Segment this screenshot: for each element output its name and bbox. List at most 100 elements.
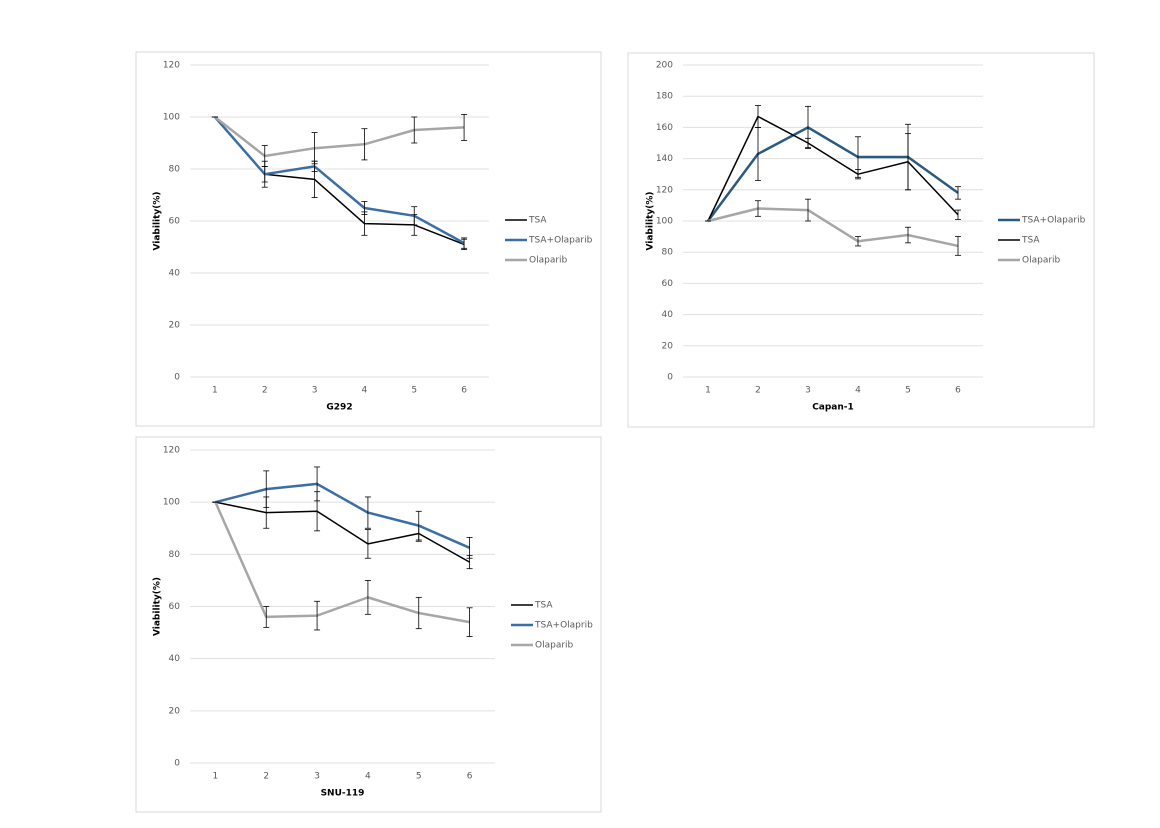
x-axis-title: SNU-119 [321,789,365,799]
y-tick-label: 100 [656,217,673,227]
y-tick-label: 100 [163,113,180,123]
legend-label: TSA [1021,236,1040,246]
x-tick-label: 6 [461,386,467,396]
error-bar [314,600,321,631]
y-tick-label: 200 [656,61,673,71]
error-bar [905,226,911,244]
legend-label: TSA+Olaparib [528,236,593,246]
error-bar [364,580,371,615]
y-tick-label: 160 [656,123,673,133]
y-axis-title: Viability(%) [646,191,656,250]
y-tick-label: 20 [169,321,181,331]
error-bar [755,200,761,217]
series-line [215,482,471,549]
x-tick-label: 5 [416,772,422,782]
y-tick-label: 40 [662,310,674,320]
series-line [215,501,470,563]
error-bar [955,209,961,220]
error-bar [755,105,761,128]
error-bar [263,606,270,628]
error-bar [364,496,371,529]
x-tick-label: 1 [213,772,219,782]
error-bar [415,510,422,541]
x-tick-label: 6 [467,772,473,782]
series-line [706,126,959,222]
chart-panel: 0 20 40 60 80 100 120 140 160 180 200 1 2 3 4 5 6 Capan-1… [627,52,1095,428]
y-tick-label: 120 [163,61,180,71]
y-tick-label: 0 [174,373,180,383]
series-line [707,207,959,248]
error-bar [411,206,418,226]
error-bar [364,529,371,559]
error-bar [466,607,473,637]
x-tick-label: 3 [805,386,811,396]
y-tick-label: 60 [662,279,674,289]
error-bar [263,470,270,508]
x-tick-label: 2 [262,386,268,396]
x-tick-label: 5 [905,386,911,396]
y-tick-label: 80 [169,165,181,175]
error-bar [411,116,418,144]
error-bar [461,114,468,141]
series-line [707,115,959,222]
x-tick-label: 6 [955,386,961,396]
error-bar [461,237,468,249]
error-bar [805,137,811,149]
error-bar [905,133,911,191]
error-bar [314,466,321,502]
y-tick-label: 40 [169,269,181,279]
legend-label: TSA [534,601,553,611]
y-tick-label: 100 [163,498,180,508]
error-bar [955,186,961,200]
error-bar [261,145,268,167]
x-tick-label: 3 [312,386,318,396]
y-tick-label: 20 [662,341,674,351]
y-tick-label: 120 [656,185,673,195]
legend-label: TSA+Olaparib [1021,216,1086,226]
y-tick-label: 60 [169,602,181,612]
y-tick-label: 180 [656,92,673,102]
x-tick-label: 4 [362,386,368,396]
y-tick-label: 0 [174,759,180,769]
legend-label: TSA [528,216,547,226]
panel-border [627,52,1095,428]
y-axis-title: Viability(%) [153,577,163,636]
x-tick-label: 1 [212,386,218,396]
y-tick-label: 80 [662,248,674,258]
chart-panel: 0 20 40 60 80 100 120 1 2 3 4 5 6 SNU-119 Viability(%)… [135,436,602,813]
error-bar [855,169,861,180]
y-axis-title: Viability(%) [153,191,163,250]
y-tick-label: 20 [169,706,181,716]
error-bar [311,132,318,165]
y-tick-label: 0 [667,373,673,383]
legend-label: Olaparib [529,256,568,266]
error-bar [955,236,961,256]
y-tick-label: 60 [169,217,181,227]
x-tick-label: 4 [365,772,371,782]
x-axis-title: Capan-1 [812,403,854,413]
y-tick-label: 120 [163,446,180,456]
panel-border [135,51,602,427]
error-bar [466,536,473,559]
series-line [214,116,465,158]
error-bar [805,198,811,222]
legend-label: Olaparib [1022,256,1061,266]
panel-border [135,436,602,813]
x-tick-label: 1 [705,386,711,396]
y-tick-label: 140 [656,154,673,164]
series-line [214,116,465,246]
error-bar [415,596,422,630]
legend-label: Olaparib [535,641,574,651]
x-tick-label: 5 [411,386,417,396]
error-bar [361,128,368,161]
x-tick-label: 4 [855,386,861,396]
error-bar [361,201,368,215]
legend-label: TSA+Olaprib [534,621,593,631]
series-line [214,501,470,624]
x-tick-label: 2 [755,386,761,396]
x-axis-title: G292 [326,403,352,413]
series-line [213,116,465,245]
x-tick-label: 2 [263,772,269,782]
y-tick-label: 40 [169,654,181,664]
